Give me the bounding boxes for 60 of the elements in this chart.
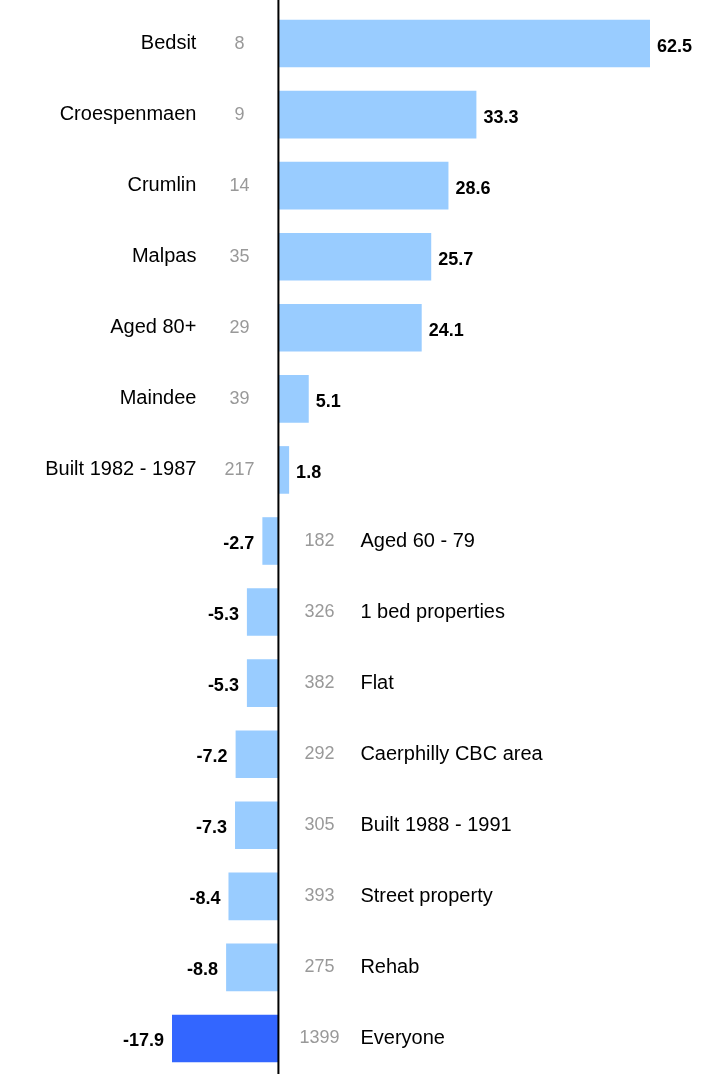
data-label: 25.7 [438,248,474,269]
data-label: 33.3 [483,106,519,127]
annotation: 393 [304,885,335,906]
y-tick-label: Malpas [131,244,197,267]
y-tick-label: Aged 80+ [110,315,197,338]
y-tick-label: Bedsit [140,31,197,54]
annotation: 35 [229,245,250,266]
data-label: -17.9 [122,1030,164,1051]
bar [172,1014,279,1063]
bar [278,19,650,68]
data-label: -5.3 [207,675,239,696]
annotation: 182 [304,529,335,550]
y-tick-label: 1 bed properties [360,599,505,622]
data-label: -8.4 [189,888,221,909]
data-label: 28.6 [455,177,491,198]
annotation: 305 [304,814,335,835]
data-label: -7.3 [195,817,228,838]
bar [226,943,279,992]
bar [278,90,477,139]
y-tick-label: Built 1982 - 1987 [45,457,197,480]
y-tick-label: Crumlin [127,173,197,196]
annotation: 326 [304,601,335,622]
bar [278,303,422,352]
bar [278,161,449,210]
data-label: 24.1 [428,319,464,340]
y-tick-label: Maindee [119,386,197,409]
annotation: 14 [229,174,250,195]
data-label: 62.5 [657,35,693,56]
data-label: 5.1 [315,390,341,411]
bar [235,801,279,850]
annotation: 275 [304,956,335,977]
bar [278,232,432,281]
annotation: 8 [234,32,245,53]
y-tick-label: Caerphilly CBC area [360,741,544,764]
y-tick-label: Aged 60 - 79 [360,528,475,551]
bar [246,659,279,707]
annotation: 292 [304,743,335,764]
annotation: 29 [229,316,250,337]
annotation: 382 [304,672,335,693]
data-label: -7.2 [196,746,228,767]
bar [278,446,290,494]
y-tick-label: Street property [360,883,493,906]
y-tick-label: Croespenmaen [59,102,197,125]
data-label: 1.8 [296,461,322,482]
data-label: -8.8 [187,959,219,980]
annotation: 9 [234,103,245,124]
y-tick-label: Everyone [360,1025,445,1048]
data-label: -2.7 [223,532,255,553]
y-tick-label: Flat [360,670,395,693]
annotation: 1399 [299,1027,340,1048]
bar [235,730,279,779]
data-label: -5.3 [207,604,239,625]
bar [278,375,309,423]
bar [262,517,279,565]
y-tick-label: Built 1988 - 1991 [360,812,512,835]
bar [246,588,279,636]
bar [228,872,279,921]
annotation: 39 [229,387,250,408]
annotation: 217 [224,458,255,479]
y-tick-label: Rehab [360,954,420,977]
